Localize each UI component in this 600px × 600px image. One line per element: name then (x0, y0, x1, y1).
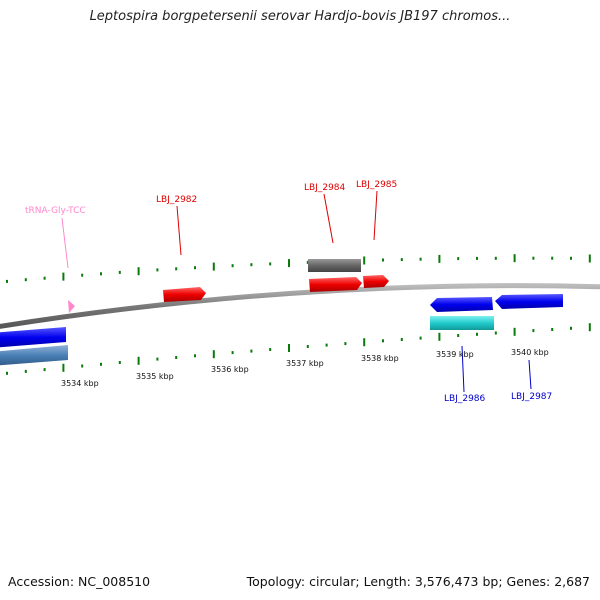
tick-label-3538: 3538 kbp (361, 354, 399, 363)
gene-lbj2987-arrow[interactable] (495, 294, 563, 309)
label-trna-gly-tcc[interactable]: tRNA-Gly-TCC (25, 206, 86, 216)
gene-lbj2984-arrow[interactable] (309, 277, 362, 292)
tick-label-3537: 3537 kbp (286, 359, 324, 368)
left-blue-gene-arrow[interactable] (0, 327, 66, 348)
trna-callout-line (61, 217, 69, 269)
genome-map: tRNA-Gly-TCC LBJ_2982 LBJ_2984 LBJ_2985 … (0, 180, 600, 404)
tick-label-3535: 3535 kbp (136, 372, 174, 381)
lbj2982-callout-line (176, 205, 182, 256)
label-lbj2986[interactable]: LBJ_2986 (444, 394, 486, 404)
label-lbj2982[interactable]: LBJ_2982 (156, 195, 197, 205)
label-lbj2987[interactable]: LBJ_2987 (511, 392, 552, 402)
lbj2986-callout-line (461, 345, 465, 393)
gene-lbj2985-arrow[interactable] (363, 275, 389, 288)
gene-lbj2986-arrow[interactable] (430, 297, 493, 312)
pseudo-gene-bar[interactable] (308, 259, 361, 272)
inner-tick-ring (6, 323, 591, 375)
label-lbj2984[interactable]: LBJ_2984 (304, 183, 346, 193)
tick-label-3534: 3534 kbp (61, 379, 99, 388)
outer-tick-ring (6, 254, 591, 283)
trna-gly-tcc-marker[interactable] (68, 300, 75, 313)
lbj2985-callout-line (373, 190, 378, 241)
genome-stats-text: Topology: circular; Length: 3,576,473 bp… (246, 574, 590, 589)
tick-label-3539: 3539 kbp (436, 350, 474, 359)
tick-label-3536: 3536 kbp (211, 365, 249, 374)
accession-text: Accession: NC_008510 (8, 574, 151, 589)
tick-label-3540: 3540 kbp (511, 348, 549, 357)
lbj2984-callout-line (323, 193, 334, 244)
map-title: Leptospira borgpetersenii serovar Hardjo… (89, 9, 511, 24)
cyan-feature-bar[interactable] (430, 316, 494, 330)
left-steel-feature[interactable] (0, 345, 68, 366)
label-lbj2985[interactable]: LBJ_2985 (356, 180, 397, 190)
lbj2987-callout-line (528, 359, 532, 390)
gene-lbj2982-arrow[interactable] (163, 287, 206, 302)
chromosome-backbone (0, 283, 600, 329)
